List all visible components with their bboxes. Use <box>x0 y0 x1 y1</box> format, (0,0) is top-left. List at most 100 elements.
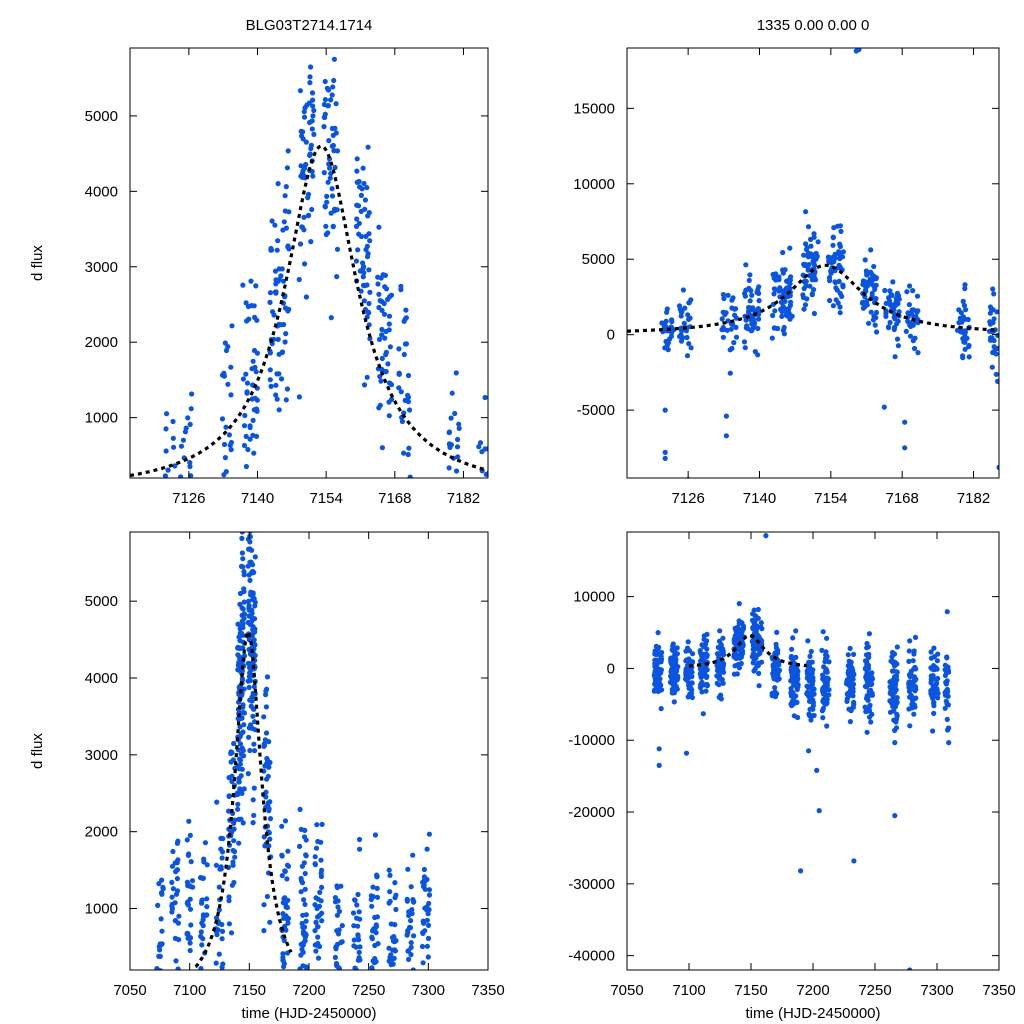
data-point-outlier <box>816 808 822 814</box>
data-point <box>446 465 452 471</box>
data-point <box>230 847 236 854</box>
data-point <box>826 659 832 665</box>
data-point <box>704 646 710 652</box>
data-point <box>356 231 362 237</box>
data-point <box>214 1006 219 1011</box>
data-point <box>755 287 761 293</box>
data-point <box>274 247 280 253</box>
data-point <box>251 785 257 791</box>
data-point <box>774 691 780 697</box>
data-point <box>322 204 328 210</box>
data-point <box>170 886 176 892</box>
data-point <box>800 292 806 298</box>
y-tick-label: 10000 <box>573 176 615 193</box>
data-point <box>299 170 306 176</box>
data-point <box>315 955 322 961</box>
data-point <box>325 179 331 185</box>
x-tick-label: 7100 <box>672 982 705 999</box>
data-point <box>830 242 836 248</box>
data-point <box>310 113 316 119</box>
data-point <box>381 300 387 307</box>
data-point <box>451 481 456 486</box>
data-point <box>231 838 237 844</box>
data-point <box>365 251 371 257</box>
data-point <box>323 7 328 12</box>
data-point <box>173 869 179 875</box>
data-point <box>255 482 260 487</box>
data-point <box>456 421 462 427</box>
data-point <box>246 734 252 740</box>
data-point <box>743 317 749 323</box>
data-point <box>714 662 720 669</box>
data-point <box>907 638 913 644</box>
data-point <box>903 328 909 334</box>
data-point <box>185 415 191 421</box>
data-point <box>357 944 363 950</box>
data-point <box>199 898 205 904</box>
data-point <box>962 285 968 292</box>
data-point <box>241 611 247 617</box>
data-point <box>746 308 752 314</box>
data-point <box>252 748 258 754</box>
data-point <box>887 319 893 326</box>
data-point <box>406 445 412 451</box>
data-point <box>480 486 485 491</box>
y-tick-label: 5000 <box>85 108 118 125</box>
data-point <box>943 679 949 686</box>
data-point <box>864 272 870 278</box>
data-point <box>426 887 432 893</box>
data-point <box>845 690 851 697</box>
data-point-outlier <box>662 407 668 413</box>
data-point <box>246 661 252 667</box>
plot-frame <box>626 531 1000 971</box>
data-point <box>247 539 253 545</box>
data-point <box>279 873 285 879</box>
data-point <box>187 515 192 520</box>
data-point <box>322 97 328 103</box>
y-tick-label: 4000 <box>85 670 118 687</box>
data-point <box>930 728 936 734</box>
y-tick-label: -20000 <box>568 804 615 821</box>
data-point <box>820 697 827 703</box>
data-point <box>375 281 381 287</box>
data-point <box>744 323 750 329</box>
data-point <box>184 1005 189 1010</box>
data-point <box>335 898 341 904</box>
data-point <box>755 606 761 613</box>
data-point <box>830 303 837 309</box>
data-point <box>681 320 687 326</box>
data-point <box>910 288 916 294</box>
data-point <box>250 797 256 803</box>
data-point <box>281 321 287 328</box>
data-point <box>840 284 846 290</box>
data-point-outlier <box>892 813 898 819</box>
data-point <box>780 270 786 276</box>
data-point <box>275 238 281 244</box>
panel-top-left: 7126 7140 7154 7168 7182 1000 2000 3000 4000 5000… <box>29 7 489 524</box>
data-point <box>279 823 285 829</box>
data-point <box>944 716 950 723</box>
data-point <box>198 965 204 970</box>
panel-top-right: 7126 7140 7154 7168 7182 -5000 0 5000 10000 15000… <box>573 17 1000 507</box>
y-tick-label: 2000 <box>85 824 118 841</box>
data-point <box>223 469 229 475</box>
data-point <box>238 773 244 779</box>
data-point <box>218 518 223 523</box>
data-point <box>219 1007 224 1012</box>
data-point <box>339 989 344 994</box>
data-point <box>241 423 248 429</box>
data-point <box>424 846 430 852</box>
data-point <box>455 454 461 460</box>
data-point <box>250 820 256 826</box>
data-point <box>245 619 251 626</box>
data-point <box>863 268 870 274</box>
data-point <box>178 443 185 449</box>
data-point <box>945 727 951 733</box>
data-point <box>837 310 843 316</box>
data-point <box>171 484 176 489</box>
data-point <box>319 884 325 891</box>
data-point <box>171 519 176 524</box>
data-point <box>447 485 452 490</box>
data-point <box>174 840 180 846</box>
data-point <box>201 856 207 862</box>
